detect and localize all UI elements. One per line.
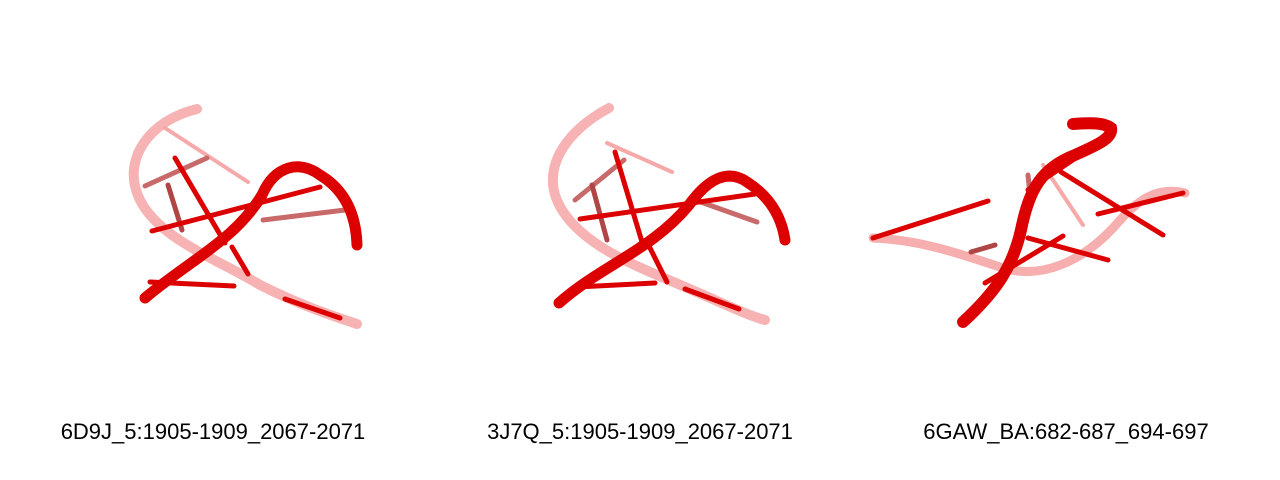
structure-panel-3: 6GAW_BA:682-687_694-697: [853, 0, 1279, 480]
foreground-backbone: [870, 117, 1186, 328]
rna-structure-render: [547, 103, 791, 325]
structure-label: 6GAW_BA:682-687_694-697: [923, 419, 1209, 444]
foreground-backbone: [553, 149, 791, 312]
structure-label: 3J7Q_5:1905-1909_2067-2071: [487, 419, 793, 444]
structure-panel-2: 3J7Q_5:1905-1909_2067-2071: [427, 0, 853, 480]
structure-panel-1: 6D9J_5:1905-1909_2067-2071: [0, 0, 426, 480]
rna-structure-render: [128, 104, 363, 329]
rna-structure-render: [868, 117, 1190, 328]
foreground-backbone: [139, 155, 363, 321]
structure-label: 6D9J_5:1905-1909_2067-2071: [60, 419, 366, 444]
